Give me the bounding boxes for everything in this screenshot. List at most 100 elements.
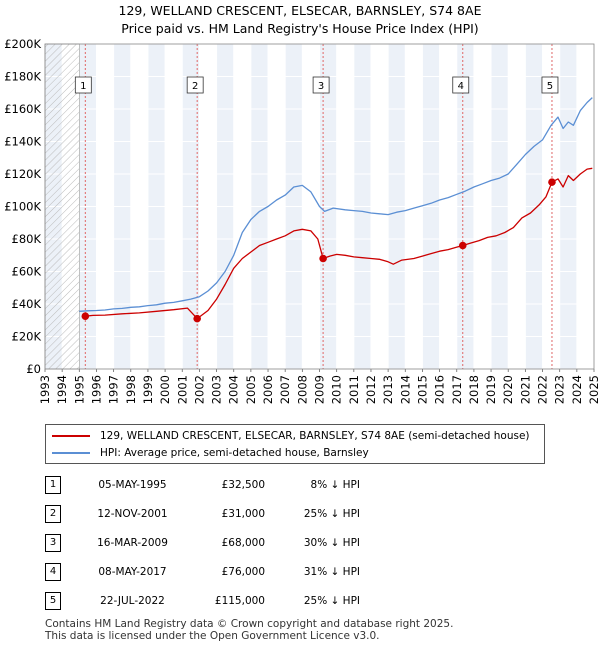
x-tick-label: 2018 — [467, 375, 481, 404]
x-tick-label: 2019 — [484, 375, 498, 404]
sale-date: 12-NOV-2001 — [97, 507, 168, 520]
x-tick-label: 2016 — [433, 375, 447, 404]
sale-price: £115,000 — [214, 594, 265, 607]
x-tick-label: 1997 — [107, 375, 121, 404]
sale-hpi-diff: 25% ↓ HPI — [303, 507, 360, 520]
footer-attribution: Contains HM Land Registry data © Crown c… — [45, 618, 454, 642]
chart-title-line-2: Price paid vs. HM Land Registry's House … — [121, 21, 479, 36]
sale-row: 4 08-MAY-2017 £76,000 31% ↓ HPI — [45, 557, 360, 586]
sale-date: 08-MAY-2017 — [98, 565, 167, 578]
x-tick-label: 1996 — [89, 375, 103, 404]
sale-number-badge: 3 — [45, 533, 61, 552]
sale-number: 1 — [45, 470, 85, 499]
sale-price: £31,000 — [221, 507, 265, 520]
sale-number-label: 1 — [80, 81, 86, 92]
x-tick-label: 2021 — [518, 375, 532, 404]
x-tick-label: 2005 — [244, 375, 258, 404]
x-tick-label: 2015 — [415, 375, 429, 404]
x-tick-label: 2011 — [347, 375, 361, 404]
plot-frame — [44, 43, 595, 370]
y-tick-label: £60K — [12, 265, 42, 279]
sale-number-badge: 5 — [45, 591, 61, 610]
y-tick-label: £100K — [4, 200, 41, 214]
sale-row: 5 22-JUL-2022 £115,000 25% ↓ HPI — [45, 586, 360, 615]
sale-price: £68,000 — [221, 536, 265, 549]
sale-number-box — [312, 76, 330, 94]
sale-date: 16-MAR-2009 — [97, 536, 168, 549]
sale-hpi-diff: 8% ↓ HPI — [310, 478, 360, 491]
no-data-hatch — [44, 43, 80, 370]
y-tick-label: £120K — [4, 167, 41, 181]
x-tick-label: 1993 — [38, 375, 52, 404]
chart-title-line-1: 129, WELLAND CRESCENT, ELSECAR, BARNSLEY… — [118, 3, 482, 18]
sale-point — [319, 254, 327, 263]
sale-number-badge: 1 — [45, 475, 61, 494]
legend-swatch-hpi — [52, 452, 90, 454]
x-tick-label: 2006 — [261, 375, 275, 404]
chart-title: 129, WELLAND CRESCENT, ELSECAR, BARNSLEY… — [0, 2, 600, 38]
x-tick-label: 2023 — [553, 375, 567, 404]
sale-number-badge: 2 — [45, 504, 61, 523]
legend-label-price: 129, WELLAND CRESCENT, ELSECAR, BARNSLEY… — [100, 430, 530, 442]
x-tick-label: 2004 — [227, 375, 241, 404]
sale-number: 4 — [45, 557, 85, 586]
sale-number-box — [452, 76, 470, 94]
sale-hpi-diff: 30% ↓ HPI — [303, 536, 360, 549]
x-tick-label: 2025 — [587, 375, 600, 404]
y-tick-label: £0 — [26, 362, 41, 376]
x-tick-label: 2007 — [278, 375, 292, 404]
sale-number-box — [186, 76, 204, 94]
sales-table: 1 05-MAY-1995 £32,500 8% ↓ HPI 2 12-NOV-2001 £… — [45, 470, 360, 615]
y-tick-label: £140K — [4, 135, 41, 149]
sale-hpi-diff: 31% ↓ HPI — [303, 565, 360, 578]
sale-number-label: 5 — [547, 81, 553, 92]
y-tick-label: £80K — [12, 232, 42, 246]
y-tick-label: £160K — [4, 102, 41, 116]
sale-number-box — [541, 76, 559, 94]
x-tick-label: 2013 — [381, 375, 395, 404]
sale-date: 22-JUL-2022 — [100, 594, 165, 607]
legend: 129, WELLAND CRESCENT, ELSECAR, BARNSLEY… — [45, 424, 545, 464]
x-tick-label: 2010 — [330, 375, 344, 404]
sale-hpi-diff: 25% ↓ HPI — [303, 594, 360, 607]
x-tick-label: 2000 — [158, 375, 172, 404]
sale-number: 5 — [45, 586, 85, 615]
x-tick-label: 2003 — [210, 375, 224, 404]
sale-price: £32,500 — [221, 478, 265, 491]
sale-number-badge: 4 — [45, 562, 61, 581]
y-tick-label: £20K — [12, 330, 42, 344]
sale-point — [548, 178, 556, 186]
sale-point — [458, 241, 467, 250]
x-tick-label: 1994 — [55, 375, 69, 404]
price-paid-line — [85, 167, 593, 320]
sale-row: 3 16-MAR-2009 £68,000 30% ↓ HPI — [45, 528, 360, 557]
sale-number: 3 — [45, 528, 85, 557]
sale-number-label: 4 — [458, 81, 464, 92]
x-tick-label: 2012 — [364, 375, 378, 404]
hpi-line — [79, 97, 593, 312]
y-tick-label: £200K — [4, 37, 41, 51]
sale-point — [81, 312, 90, 320]
sale-date: 05-MAY-1995 — [98, 478, 167, 491]
x-tick-label: 2001 — [175, 375, 189, 404]
x-tick-label: 2022 — [536, 375, 550, 404]
y-tick-label: £180K — [4, 70, 41, 84]
sale-point — [193, 314, 201, 323]
sale-row: 1 05-MAY-1995 £32,500 8% ↓ HPI — [45, 470, 360, 499]
price-chart: £0 £20K £40K £60K £80K £100K £120K £140K £160K £1… — [4, 37, 600, 404]
x-tick-label: 2020 — [501, 375, 515, 404]
sale-number-label: 3 — [318, 81, 324, 92]
x-tick-label: 2017 — [450, 375, 464, 404]
legend-label-hpi: HPI: Average price, semi-detached house,… — [100, 447, 369, 459]
x-tick-label: 2008 — [295, 375, 309, 404]
sale-row: 2 12-NOV-2001 £31,000 25% ↓ HPI — [45, 499, 360, 528]
legend-swatch-price — [52, 435, 90, 437]
x-tick-label: 2002 — [192, 375, 206, 404]
x-tick-label: 2014 — [398, 375, 412, 404]
x-tick-label: 2009 — [313, 375, 327, 404]
sale-number-box — [74, 76, 92, 94]
y-tick-label: £40K — [12, 297, 42, 311]
x-tick-label: 1998 — [124, 375, 138, 404]
sale-price: £76,000 — [221, 565, 265, 578]
x-tick-label: 2024 — [570, 375, 584, 404]
